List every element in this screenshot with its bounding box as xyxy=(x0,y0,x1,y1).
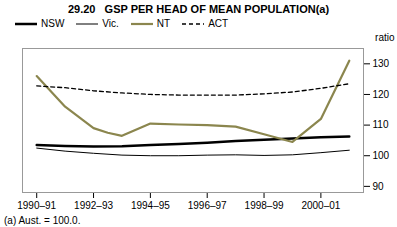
svg-text:1990–91: 1990–91 xyxy=(17,200,56,211)
svg-text:1996–97: 1996–97 xyxy=(188,200,227,211)
svg-text:130: 130 xyxy=(373,58,390,69)
svg-text:1994–95: 1994–95 xyxy=(131,200,170,211)
svg-text:110: 110 xyxy=(373,119,389,130)
html-text:(a) Aust. = 100.0.: (a) Aust. = 100.0. xyxy=(4,215,81,226)
svg-text:1998–99: 1998–99 xyxy=(245,200,284,211)
html-text:NT: NT xyxy=(156,18,171,29)
html-text:NSW: NSW xyxy=(41,18,65,29)
svg-text:ratio: ratio xyxy=(375,32,395,43)
svg-text:100: 100 xyxy=(373,150,390,161)
svg-text:90: 90 xyxy=(373,181,385,192)
svg-text:120: 120 xyxy=(373,89,390,100)
html-text:29.20 GSP PER HEAD OF MEAN POP: 29.20 GSP PER HEAD OF MEAN POPULATION(a) xyxy=(67,3,330,15)
svg-text:1992–93: 1992–93 xyxy=(74,200,113,211)
svg-text:2000–01: 2000–01 xyxy=(301,200,340,211)
html-text:Vic.: Vic. xyxy=(102,18,119,29)
html-text:ACT: ACT xyxy=(208,18,229,29)
